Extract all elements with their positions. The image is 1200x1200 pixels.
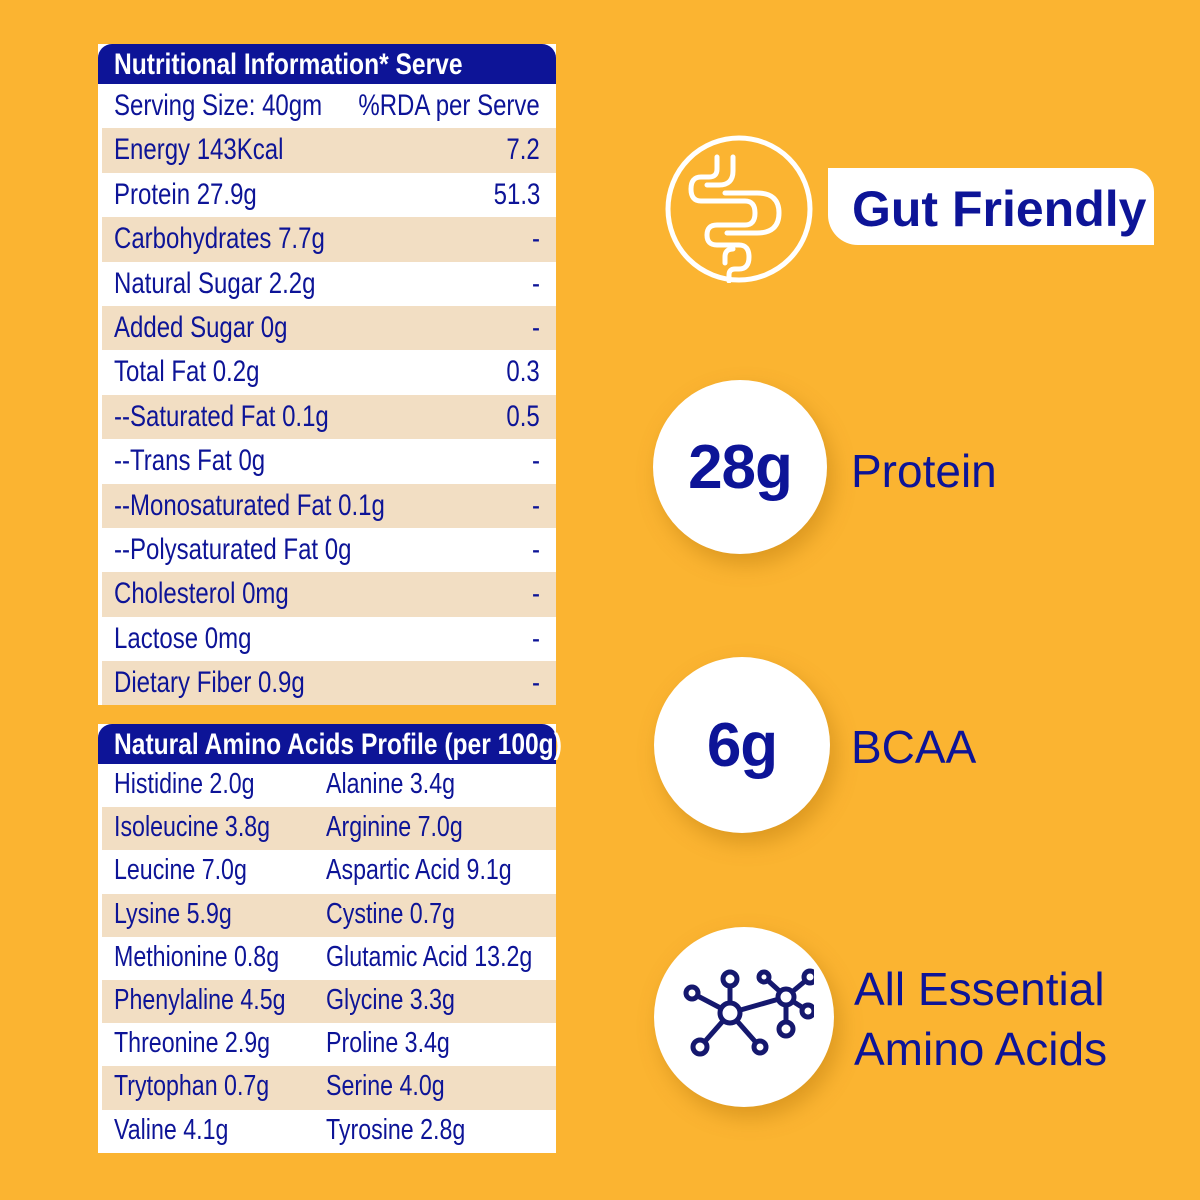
amino-acid-right: Tyrosine 2.8g xyxy=(326,1113,466,1146)
nutrition-row: Natural Sugar 2.2g - xyxy=(98,262,556,306)
protein-value: 28g xyxy=(688,432,793,502)
nutrient-label: Protein 27.9g xyxy=(114,177,257,211)
nutrition-row: Cholesterol 0mg - xyxy=(102,572,556,617)
nutrition-row: Energy 143Kcal 7.2 xyxy=(102,128,556,173)
nutrient-label: Carbohydrates 7.7g xyxy=(114,222,325,256)
amino-acid-right: Glycine 3.3g xyxy=(326,983,455,1016)
nutrition-row: --Polysaturated Fat 0g - xyxy=(98,528,556,572)
nutrition-row: Protein 27.9g 51.3 xyxy=(98,173,556,217)
rda-header: %RDA per Serve xyxy=(358,89,540,122)
amino-row: Isoleucine 3.8g Arginine 7.0g xyxy=(102,807,556,851)
nutrient-label: Cholesterol 0mg xyxy=(114,577,289,611)
nutrition-row: Carbohydrates 7.7g - xyxy=(102,217,556,262)
gut-friendly-label: Gut Friendly xyxy=(852,181,1147,237)
amino-row: Trytophan 0.7g Serine 4.0g xyxy=(102,1066,556,1110)
protein-label: Protein xyxy=(851,445,997,497)
amino-acid-right: Proline 3.4g xyxy=(326,1027,450,1060)
amino-acid-left: Isoleucine 3.8g xyxy=(114,811,271,844)
nutrient-rda: - xyxy=(532,621,540,655)
nutrition-title: Nutritional Information* Serve xyxy=(114,48,463,81)
nutrient-label: --Trans Fat 0g xyxy=(114,444,266,478)
amino-acid-left: Methionine 0.8g xyxy=(114,940,280,973)
nutrition-row: Lactose 0mg - xyxy=(98,617,556,661)
nutrient-rda: 0.3 xyxy=(506,355,540,389)
amino-title: Natural Amino Acids Profile (per 100g) xyxy=(114,728,562,761)
nutrient-rda: - xyxy=(532,666,540,700)
amino-acid-left: Threonine 2.9g xyxy=(114,1027,271,1060)
nutrition-table: Nutritional Information* Serve Serving S… xyxy=(98,44,556,706)
nutrient-label: Lactose 0mg xyxy=(114,621,252,655)
nutrient-rda: - xyxy=(532,444,540,478)
amino-label-line1: All Essential xyxy=(854,963,1105,1015)
intestine-icon xyxy=(665,135,813,284)
nutrient-rda: - xyxy=(532,532,540,566)
nutrient-rda: - xyxy=(532,266,540,300)
nutrition-row: --Saturated Fat 0.1g 0.5 xyxy=(102,394,556,440)
molecule-icon xyxy=(683,968,814,1057)
nutrition-row: Dietary Fiber 0.9g - xyxy=(102,661,556,706)
nutrition-row: --Trans Fat 0g - xyxy=(98,439,556,483)
amino-acid-right: Serine 4.0g xyxy=(326,1070,445,1103)
amino-row: Histidine 2.0g Alanine 3.4g xyxy=(98,764,556,807)
nutrient-rda: - xyxy=(532,310,540,344)
amino-row: Valine 4.1g Tyrosine 2.8g xyxy=(98,1110,556,1153)
nutrient-label: --Polysaturated Fat 0g xyxy=(114,532,352,566)
protein-circle: 28g xyxy=(653,380,827,554)
nutrient-rda: - xyxy=(532,577,540,611)
nutrient-rda: 0.5 xyxy=(506,399,540,433)
nutrient-rda: - xyxy=(532,488,540,522)
amino-circle xyxy=(654,927,834,1107)
gut-friendly-badge: Gut Friendly xyxy=(828,168,1154,245)
amino-acid-left: Leucine 7.0g xyxy=(114,854,247,887)
amino-label-line2: Amino Acids xyxy=(854,1023,1108,1075)
amino-acid-left: Trytophan 0.7g xyxy=(114,1070,270,1103)
amino-acid-right: Alanine 3.4g xyxy=(326,768,455,800)
amino-row: Lysine 5.9g Cystine 0.7g xyxy=(102,893,556,937)
nutrient-label: Added Sugar 0g xyxy=(114,310,288,344)
nutrient-label: Energy 143Kcal xyxy=(114,133,284,167)
amino-acid-left: Valine 4.1g xyxy=(114,1113,229,1146)
bcaa-label: BCAA xyxy=(851,721,977,773)
amino-row: Methionine 0.8g Glutamic Acid 13.2g xyxy=(98,937,556,980)
bcaa-value: 6g xyxy=(706,710,778,780)
amino-acid-right: Cystine 0.7g xyxy=(326,897,455,930)
nutrient-rda: 51.3 xyxy=(493,177,540,211)
amino-acid-left: Histidine 2.0g xyxy=(114,768,255,800)
nutrition-row: --Monosaturated Fat 0.1g - xyxy=(102,483,556,528)
serving-row: Serving Size: 40gm %RDA per Serve xyxy=(98,84,556,128)
amino-acid-left: Lysine 5.9g xyxy=(114,897,232,930)
amino-row: Phenylaline 4.5g Glycine 3.3g xyxy=(102,979,556,1024)
nutrient-label: Total Fat 0.2g xyxy=(114,355,260,389)
nutrition-row: Added Sugar 0g - xyxy=(102,305,556,351)
amino-row: Threonine 2.9g Proline 3.4g xyxy=(98,1023,556,1066)
amino-acid-left: Phenylaline 4.5g xyxy=(114,983,286,1016)
nutrient-label: --Monosaturated Fat 0.1g xyxy=(114,488,385,522)
nutrient-label: Natural Sugar 2.2g xyxy=(114,266,316,300)
amino-table: Natural Amino Acids Profile (per 100g) H… xyxy=(98,724,562,1153)
amino-row: Leucine 7.0g Aspartic Acid 9.1g xyxy=(98,850,556,893)
bcaa-circle: 6g xyxy=(654,657,830,833)
nutrition-row: Total Fat 0.2g 0.3 xyxy=(98,350,556,394)
amino-table-header: Natural Amino Acids Profile (per 100g) xyxy=(98,724,562,764)
serving-size: Serving Size: 40gm xyxy=(114,89,323,122)
nutrient-rda: - xyxy=(532,222,540,256)
amino-acid-right: Glutamic Acid 13.2g xyxy=(326,940,533,973)
amino-acid-right: Aspartic Acid 9.1g xyxy=(326,854,512,887)
nutrient-rda: 7.2 xyxy=(506,133,540,167)
nutrition-table-header: Nutritional Information* Serve xyxy=(98,44,556,84)
nutrient-label: --Saturated Fat 0.1g xyxy=(114,399,329,433)
nutrient-label: Dietary Fiber 0.9g xyxy=(114,666,305,700)
amino-acid-right: Arginine 7.0g xyxy=(326,811,463,844)
